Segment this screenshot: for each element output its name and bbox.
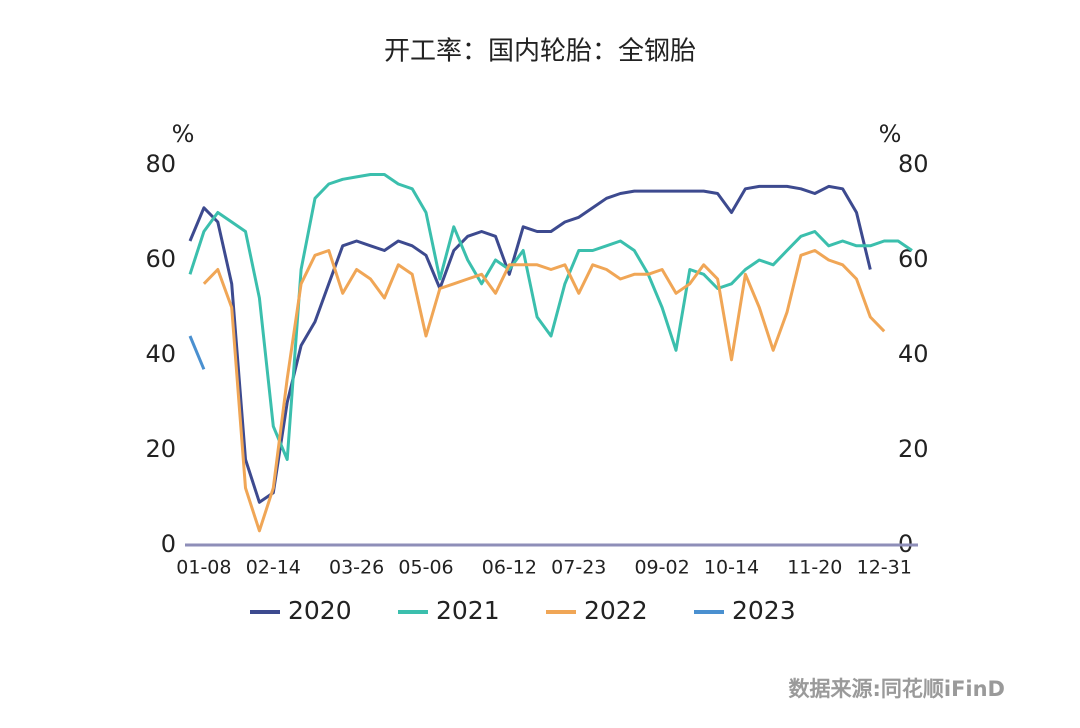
x-tick-label: 12-31 bbox=[857, 557, 912, 579]
chart-title: 开工率：国内轮胎：全钢胎 bbox=[384, 37, 696, 67]
legend-label: 2020 bbox=[288, 596, 352, 625]
y2-tick-label: 40 bbox=[898, 340, 929, 368]
y-axis-unit: % bbox=[172, 120, 195, 148]
y2-axis-unit: % bbox=[879, 120, 902, 148]
y-tick-label: 40 bbox=[145, 340, 176, 368]
x-tick-label: 09-02 bbox=[634, 557, 689, 579]
y-tick-label: 60 bbox=[145, 245, 176, 273]
series-line bbox=[202, 249, 886, 533]
source-note: 数据来源:同花顺iFinD bbox=[788, 677, 1005, 701]
x-tick-label: 05-06 bbox=[398, 557, 453, 579]
x-tick-label: 01-08 bbox=[176, 557, 231, 579]
legend-label: 2022 bbox=[584, 596, 648, 625]
series-line bbox=[188, 184, 872, 504]
series-line bbox=[188, 173, 913, 461]
x-tick-label: 07-23 bbox=[551, 557, 606, 579]
x-tick-label: 02-14 bbox=[246, 557, 301, 579]
y2-tick-label: 20 bbox=[898, 435, 929, 463]
legend-label: 2021 bbox=[436, 596, 500, 625]
y-tick-label: 20 bbox=[145, 435, 176, 463]
legend-label: 2023 bbox=[732, 596, 796, 625]
x-tick-label: 11-20 bbox=[787, 557, 842, 579]
y-tick-label: 0 bbox=[161, 530, 176, 558]
x-tick-label: 03-26 bbox=[329, 557, 384, 579]
y-tick-label: 80 bbox=[145, 150, 176, 178]
y2-tick-label: 60 bbox=[898, 245, 929, 273]
series-line bbox=[188, 335, 206, 370]
y2-tick-label: 80 bbox=[898, 150, 929, 178]
x-tick-label: 10-14 bbox=[704, 557, 759, 579]
x-tick-label: 06-12 bbox=[482, 557, 537, 579]
